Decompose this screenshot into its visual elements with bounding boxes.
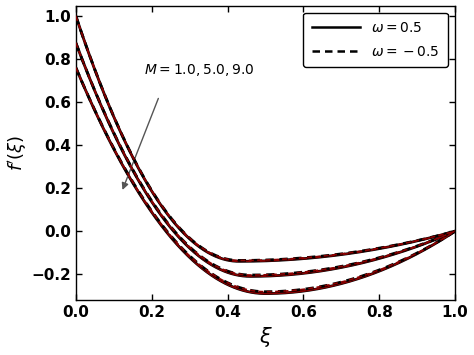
X-axis label: $\xi$: $\xi$ (259, 326, 273, 349)
Text: $M = 1.0, 5.0, 9.0$: $M = 1.0, 5.0, 9.0$ (144, 62, 255, 78)
Legend: $\omega = 0.5$, $\omega = -0.5$: $\omega = 0.5$, $\omega = -0.5$ (303, 12, 448, 67)
Y-axis label: $f^{\prime}(\xi)$: $f^{\prime}(\xi)$ (6, 135, 28, 171)
